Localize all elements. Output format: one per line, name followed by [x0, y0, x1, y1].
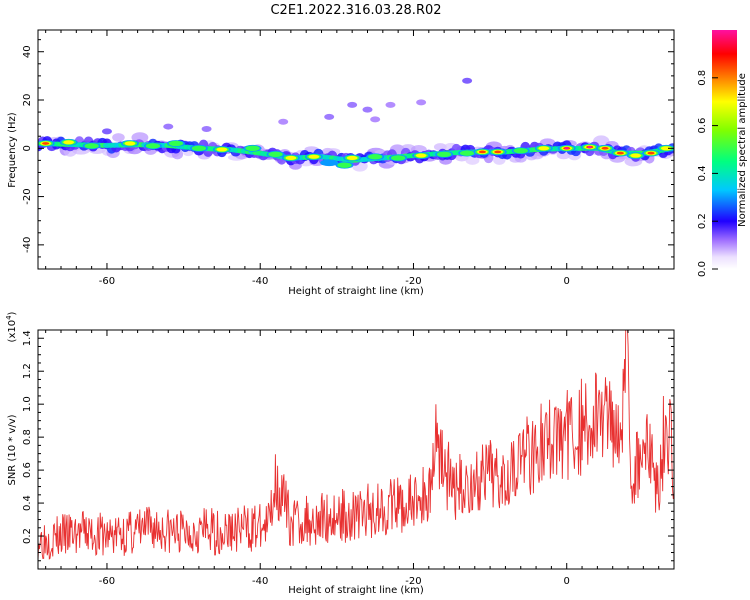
- x-tick-label: -20: [405, 276, 421, 287]
- heatmap-panel: -60 -40 -20 0 -40 -20 0 20 40 Height of straight…: [7, 29, 675, 297]
- heatmap-y-axis-label: Frequency (Hz): [7, 112, 18, 188]
- heatmap-blob: [390, 155, 406, 161]
- heatmap-blob: [436, 151, 452, 158]
- y-tick-label: 0.4: [22, 495, 33, 511]
- heatmap-blob: [308, 154, 320, 159]
- heatmap-blob: [459, 150, 475, 156]
- heatmap-blob: [538, 146, 550, 151]
- heatmap-frame: [37, 29, 675, 270]
- heatmap-faint-patch: [416, 99, 427, 106]
- heatmap-x-axis-label: Height of straight line (km): [288, 286, 424, 297]
- heatmap-marks: [38, 77, 674, 172]
- chart-title: C2E1.2022.316.03.28.R02: [270, 3, 441, 18]
- heatmap-blob: [564, 147, 569, 150]
- heatmap-blob: [616, 151, 624, 155]
- heatmap-blob: [587, 145, 592, 149]
- heatmap-blob: [337, 162, 352, 168]
- heatmap-faint-patch: [278, 118, 289, 125]
- x-tick-label: -20: [405, 576, 421, 587]
- x-tick-label: -60: [99, 576, 115, 587]
- heatmap-blob: [145, 143, 161, 149]
- heatmap-blob: [268, 151, 283, 158]
- colorbar-tick-label: 0.8: [697, 70, 708, 86]
- snr-frame: [37, 329, 675, 570]
- heatmap-blob: [42, 142, 50, 145]
- heatmap-axes: -60 -40 -20 0 -40 -20 0 20 40: [22, 30, 675, 287]
- svg-text:(x104): (x104): [5, 311, 18, 342]
- colorbar-tick-label: 0.4: [697, 165, 708, 181]
- heatmap-blob: [63, 140, 75, 145]
- heatmap-blob: [513, 147, 528, 154]
- colorbar-tick-label: 0.6: [697, 118, 708, 134]
- heatmap-blob: [124, 141, 136, 146]
- colorbar-gradient: [712, 30, 737, 269]
- heatmap-blob: [630, 153, 642, 158]
- y-tick-label: 1.0: [22, 396, 33, 412]
- heatmap-halo-cell: [112, 133, 125, 142]
- heatmap-faint-patch: [385, 101, 396, 108]
- heatmap-blob: [285, 155, 297, 160]
- y-tick-label: 0.8: [22, 429, 33, 445]
- colorbar-label: Normalized spectral amplitude: [737, 73, 748, 227]
- heatmap-halo-cell: [433, 143, 447, 151]
- heatmap-faint-patch: [201, 125, 212, 132]
- snr-axes: -60 -40 -20 0 0.2 0.4 0.6 0.8 1.0 1.2 1.4: [22, 329, 675, 587]
- heatmap-faint-patch: [324, 113, 335, 120]
- heatmap-faint-patch: [370, 116, 381, 123]
- y-tick-label: 1.4: [22, 330, 33, 346]
- x-tick-label: -40: [252, 276, 268, 287]
- heatmap-faint-patch: [347, 101, 358, 108]
- heatmap-faint-patch: [462, 77, 473, 84]
- heatmap-faint-patch: [101, 128, 112, 135]
- colorbar-ticks: 0.0 0.2 0.4 0.6 0.8: [697, 70, 718, 277]
- heatmap-blob: [320, 159, 339, 167]
- y-tick-label: 0.6: [22, 462, 33, 478]
- heatmap-faint-patch: [163, 123, 174, 130]
- colorbar: 0.0 0.2 0.4 0.6 0.8 Normalized spectral ampl…: [697, 30, 748, 277]
- y-tick-label: 20: [22, 94, 33, 107]
- y-tick-label: -40: [22, 237, 33, 253]
- colorbar-tick-label: 0.0: [697, 261, 708, 277]
- heatmap-blob: [601, 146, 609, 150]
- heatmap-blob: [168, 140, 184, 147]
- heatmap-blob: [660, 146, 672, 151]
- snr-multiplier-base: (x10: [7, 320, 18, 343]
- colorbar-tick-label: 0.2: [697, 213, 708, 229]
- x-tick-label: -40: [252, 576, 268, 587]
- snr-y-axis-label: SNR (10 * v/v): [7, 414, 18, 485]
- y-tick-label: 0: [22, 145, 33, 151]
- snr-panel: -60 -40 -20 0 0.2 0.4 0.6 0.8 1.0 1.2 1.4 Height o…: [5, 311, 675, 596]
- heatmap-blob: [478, 150, 487, 154]
- heatmap-blob: [216, 147, 228, 152]
- snr-multiplier-close: ): [7, 311, 18, 315]
- y-tick-label: 40: [22, 45, 33, 58]
- heatmap-blob: [367, 154, 383, 160]
- snr-multiplier-exponent: 4: [5, 315, 13, 320]
- y-tick-label: -20: [22, 188, 33, 204]
- heatmap-blob: [245, 145, 260, 152]
- x-tick-label: -60: [99, 276, 115, 287]
- heatmap-blob: [494, 150, 502, 154]
- y-tick-label: 1.2: [22, 363, 33, 379]
- snr-x-axis-label: Height of straight line (km): [288, 585, 424, 596]
- y-tick-label: 0.2: [22, 528, 33, 544]
- heatmap-blob: [346, 155, 358, 160]
- snr-series-line: [38, 330, 674, 561]
- heatmap-faint-patch: [362, 106, 373, 113]
- heatmap-blob: [415, 153, 427, 158]
- x-tick-label: 0: [564, 276, 570, 287]
- snr-marks: [38, 330, 674, 561]
- snr-y-multiplier: (x104): [5, 311, 18, 342]
- heatmap-blob: [647, 151, 655, 155]
- heatmap-blob: [191, 145, 207, 152]
- x-tick-label: 0: [564, 576, 570, 587]
- heatmap-blob: [84, 143, 99, 149]
- heatmap-halo-cell: [465, 156, 480, 165]
